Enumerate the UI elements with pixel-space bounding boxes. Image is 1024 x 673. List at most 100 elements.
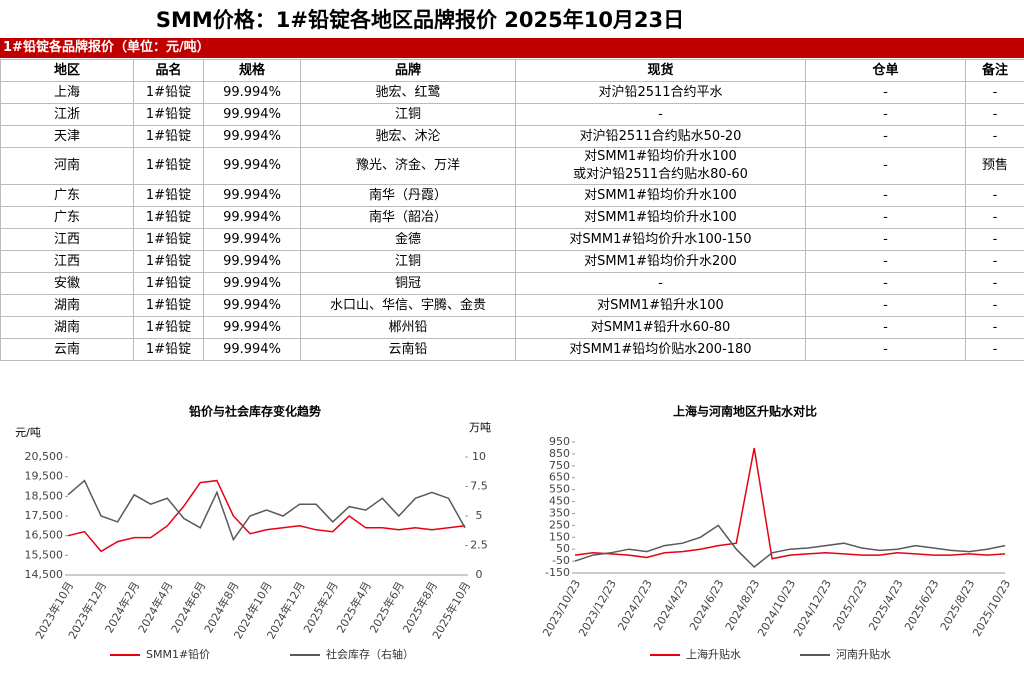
y-tick-label: 650 (549, 471, 570, 484)
data-line (67, 479, 466, 553)
table-cell: 99.994% (203, 294, 301, 317)
table-cell: 99.994% (203, 81, 301, 104)
legend-label: 上海升贴水 (686, 647, 741, 661)
table-row: 江西 1#铅锭 99.994% 江铜 对SMM1#铅均价升水200- - (0, 250, 1024, 273)
legend-label: 河南升贴水 (836, 647, 891, 661)
table-cell: - (965, 250, 1024, 273)
table-cell: - (805, 147, 966, 185)
table-cell: - (965, 272, 1024, 295)
table-cell: - (805, 206, 966, 229)
y-tick-label: 250 (549, 518, 570, 531)
chart-title: 铅价与社会库存变化趋势 (188, 404, 321, 419)
table-row: 湖南 1#铅锭 99.994% 水口山、华信、宇腾、金贵 对SMM1#铅升水100- - (0, 294, 1024, 317)
table-cell: 南华（丹霞） (300, 184, 516, 207)
data-line (574, 447, 1006, 560)
table-cell: 99.994% (203, 250, 301, 273)
table-cell: 对SMM1#铅均价升水100 或对沪铅2511合约贴水80-60 (515, 147, 806, 185)
y-tick-label: 850 (549, 447, 570, 460)
table-cell: 99.994% (203, 103, 301, 126)
table-cell: 广东 (0, 206, 134, 229)
y-axis-unit: 元/吨 (15, 426, 41, 439)
data-line (67, 479, 466, 542)
table-cell: - (515, 272, 806, 295)
table-row: 江西 1#铅锭 99.994% 金德 对SMM1#铅均价升水100-150- - (0, 228, 1024, 251)
table-row: 河南 1#铅锭 99.994% 豫光、济金、万洋 对SMM1#铅均价升水100 或对沪铅… (0, 147, 1024, 185)
x-tick-label: 2025/4/23 (866, 578, 905, 633)
table-row: 上海 1#铅锭 99.994% 驰宏、红鹭 对沪铅2511合约平水 - - (0, 81, 1024, 104)
table-cell: 1#铅锭 (133, 147, 204, 185)
table-row: 江浙 1#铅锭 99.994% 江铜 - - - (0, 103, 1024, 126)
table-cell: 99.994% (203, 316, 301, 339)
y-tick-label: 950 (549, 435, 570, 448)
table-cell: 1#铅锭 (133, 272, 204, 295)
table-cell: 对SMM1#铅升水100 (515, 294, 806, 317)
x-tick-label: 2025/10/23 (970, 578, 1013, 639)
table-row: 安徽 1#铅锭 99.994% 铜冠 - - - (0, 272, 1024, 295)
table-cell: - (965, 206, 1024, 229)
table-cell: 1#铅锭 (133, 206, 204, 229)
table-cell: 江西 (0, 228, 134, 251)
table-row: 湖南 1#铅锭 99.994% 郴州铅 对SMM1#铅升水60-80- - (0, 316, 1024, 339)
table-cell: 1#铅锭 (133, 103, 204, 126)
data-line (574, 524, 1006, 569)
column-header: 品牌 (300, 59, 516, 82)
table-cell: 对SMM1#铅均价升水100 (515, 184, 806, 207)
table-cell: 铜冠 (300, 272, 516, 295)
table-cell: - (805, 125, 966, 148)
table-cell: 云南 (0, 338, 134, 361)
y-tick-label: 150 (549, 530, 570, 543)
table-cell: - (515, 103, 806, 126)
table-cell: 天津 (0, 125, 134, 148)
x-tick-label: 2023/12/23 (576, 578, 619, 639)
chart: 上海与河南地区升贴水对比 -150-50501502503504505506507… (540, 404, 1013, 662)
table-cell: 对沪铅2511合约平水 (515, 81, 806, 104)
table-cell: 驰宏、红鹭 (300, 81, 516, 104)
table-cell: 湖南 (0, 294, 134, 317)
y-tick-label: 20,500 (25, 450, 64, 463)
y-tick-label: 15,500 (25, 548, 64, 561)
table-cell: 1#铅锭 (133, 338, 204, 361)
table-cell: 99.994% (203, 184, 301, 207)
table-cell: 豫光、济金、万洋 (300, 147, 516, 185)
table-cell: 江西 (0, 250, 134, 273)
column-header: 现货 (515, 59, 806, 82)
y-tick-label: 450 (549, 495, 570, 508)
y-tick-label: -150 (545, 566, 570, 579)
table-cell: 对SMM1#铅升水60-80 (515, 316, 806, 339)
table-cell: - (965, 184, 1024, 207)
table-cell: 江浙 (0, 103, 134, 126)
y2-tick-label: 7.5 (470, 480, 488, 493)
table-cell: - (965, 294, 1024, 317)
table-cell: - (965, 316, 1024, 339)
column-header: 规格 (203, 59, 301, 82)
legend-label: SMM1#铅价 (146, 647, 210, 661)
y-tick-label: 14,500 (25, 568, 64, 581)
y-tick-label: 550 (549, 483, 570, 496)
table-cell: - (805, 184, 966, 207)
table-cell: - (805, 316, 966, 339)
y2-axis-unit: 万吨 (469, 421, 491, 434)
table-cell: 99.994% (203, 206, 301, 229)
table-cell: - (805, 338, 966, 361)
table-cell: 南华（韶冶） (300, 206, 516, 229)
y2-tick-label: 10 (472, 450, 486, 463)
table-cell: - (805, 250, 966, 273)
table-cell: 预售 (965, 147, 1024, 185)
table-cell: 对沪铅2511合约贴水50-20 (515, 125, 806, 148)
y-tick-label: -50 (552, 554, 570, 567)
x-tick-label: 2025/8/23 (938, 578, 977, 633)
table-cell: 河南 (0, 147, 134, 185)
page-title: SMM价格：1#铅锭各地区品牌报价 2025年10月23日 (155, 8, 685, 32)
table-cell: 99.994% (203, 147, 301, 185)
column-header: 备注 (965, 59, 1024, 82)
table-cell: 对SMM1#铅均价贴水200-180 (515, 338, 806, 361)
table-row: 广东 1#铅锭 99.994% 南华（丹霞） 对SMM1#铅均价升水100- - (0, 184, 1024, 207)
table-cell: 驰宏、沐沦 (300, 125, 516, 148)
column-header: 品名 (133, 59, 204, 82)
table-cell: 对SMM1#铅均价升水100 (515, 206, 806, 229)
table-cell: - (965, 338, 1024, 361)
table-cell: 1#铅锭 (133, 316, 204, 339)
x-tick-label: 2024/12/23 (791, 578, 834, 639)
table-row: 天津 1#铅锭 99.994% 驰宏、沐沦 对沪铅2511合约贴水50-20- - (0, 125, 1024, 148)
